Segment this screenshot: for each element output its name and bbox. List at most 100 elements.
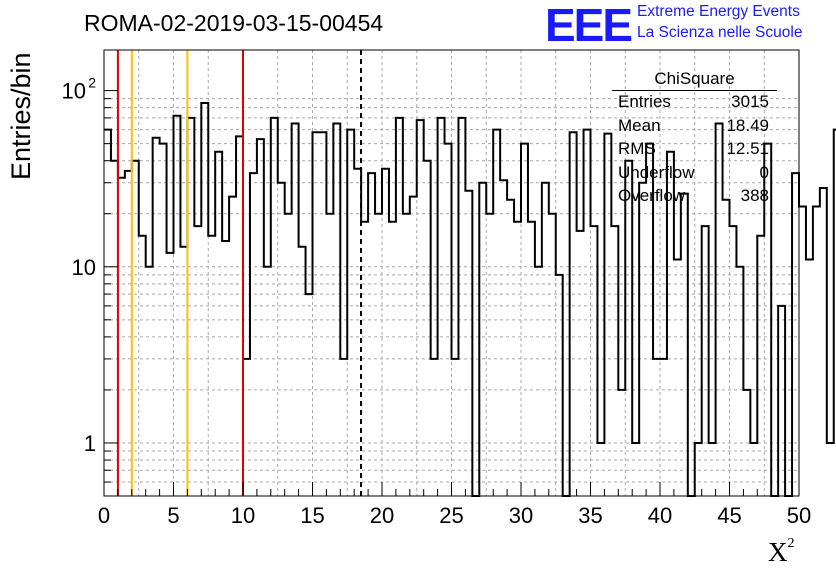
histogram-bin <box>813 206 820 496</box>
x-tick-label: 20 <box>370 503 394 528</box>
histogram-bin <box>577 231 584 496</box>
histogram-bin <box>222 241 229 496</box>
histogram-bin <box>778 306 785 496</box>
stats-value: 388 <box>740 186 769 205</box>
stats-row-overflow: Overflow 388 <box>612 184 777 208</box>
histogram-bin <box>319 132 326 496</box>
histogram-bin <box>278 183 285 496</box>
histogram-bin <box>549 214 556 496</box>
histogram-bin <box>313 132 320 496</box>
logo-line-1: Extreme Energy Events <box>637 3 800 20</box>
histogram-bin <box>326 214 333 496</box>
stats-box: ChiSquare Entries 3015 Mean 18.49 RMS 12… <box>612 68 777 208</box>
logo-line-2: La Scienza nelle Scuole <box>637 24 803 41</box>
x-tick-label: 50 <box>787 503 811 528</box>
histogram-bin <box>125 171 132 496</box>
histogram-bin <box>438 118 445 496</box>
histogram-bin <box>806 259 813 496</box>
histogram-bin <box>723 200 730 496</box>
x-tick-label: 25 <box>439 503 463 528</box>
histogram-bin <box>639 183 646 496</box>
histogram-bin <box>417 120 424 496</box>
x-tick-label: 15 <box>300 503 324 528</box>
histogram-bin <box>264 267 271 496</box>
histogram-bin <box>340 359 347 496</box>
histogram-bin <box>604 134 611 496</box>
histogram-bin <box>333 124 340 496</box>
x-tick-label: 0 <box>98 503 110 528</box>
histogram-bin <box>736 267 743 496</box>
y-tick-label: 10 <box>72 255 96 280</box>
histogram-bin <box>500 180 507 496</box>
histogram-bin <box>382 169 389 496</box>
run-title: ROMA-02-2019-03-15-00454 <box>84 10 384 36</box>
histogram-bin <box>368 173 375 496</box>
histogram-bin <box>542 183 549 496</box>
histogram-bin <box>570 132 577 496</box>
stats-label: Underflow <box>618 162 695 182</box>
stats-label: Overflow <box>618 186 686 205</box>
y-axis-label: Entries/bin <box>6 52 36 180</box>
stats-label: RMS <box>618 139 656 158</box>
histogram-bin <box>493 130 500 496</box>
x-axis-label-text: X <box>768 537 788 567</box>
histogram-bin <box>792 173 799 496</box>
stats-value: 3015 <box>731 92 769 111</box>
stats-row-entries: Entries 3015 <box>612 90 777 114</box>
stats-title: ChiSquare <box>654 69 735 88</box>
histogram-bin <box>215 152 222 496</box>
histogram-bin <box>660 359 667 496</box>
y-tick-label: 10 <box>62 79 86 104</box>
histogram-bin <box>236 136 243 496</box>
histogram-bin <box>827 443 834 496</box>
histogram-bin <box>132 161 139 496</box>
x-axis-label-superscript: 2 <box>787 536 795 551</box>
x-tick-label: 40 <box>648 503 672 528</box>
histogram-bin <box>535 267 542 496</box>
histogram-bin <box>465 191 472 496</box>
histogram-bin <box>625 161 632 496</box>
histogram-bin <box>396 118 403 496</box>
histogram-bin <box>104 130 111 496</box>
histogram-bin <box>799 206 806 496</box>
histogram-bin <box>556 275 563 496</box>
stats-row-mean: Mean 18.49 <box>612 114 777 138</box>
stats-row-rms: RMS 12.51 <box>612 137 777 161</box>
histogram-bin <box>292 124 299 496</box>
histogram-bin <box>347 130 354 496</box>
histogram-bin <box>111 161 118 496</box>
histogram-bin <box>653 359 660 496</box>
stats-label: Mean <box>618 115 661 135</box>
histogram-bin <box>820 188 827 496</box>
y-tick-label-exponent: 2 <box>88 75 96 91</box>
stats-value: 0 <box>759 162 769 182</box>
histogram-bin <box>201 103 208 496</box>
histogram-bin <box>187 118 194 496</box>
x-tick-label: 30 <box>509 503 533 528</box>
stats-row-underflow: Underflow 0 <box>612 161 777 185</box>
stats-value: 18.49 <box>726 115 769 135</box>
x-tick-label: 5 <box>167 503 179 528</box>
histogram-bin <box>452 359 459 496</box>
x-tick-label: 10 <box>231 503 255 528</box>
histogram-outline <box>104 102 836 497</box>
histogram-bin <box>584 130 591 496</box>
histogram-bin <box>271 118 278 496</box>
histogram-bin <box>250 173 257 496</box>
histogram-bin <box>243 359 250 496</box>
histogram-bin <box>146 267 153 496</box>
histogram-bin <box>486 214 493 496</box>
histogram-bin <box>285 214 292 496</box>
histogram-bin <box>306 294 313 496</box>
histogram-bin <box>507 200 514 496</box>
histogram-bin <box>375 214 382 496</box>
x-tick-label: 35 <box>578 503 602 528</box>
x-axis-label: X2 <box>768 536 795 568</box>
histogram-bin <box>403 214 410 496</box>
histogram-bin <box>167 253 174 496</box>
stats-label: Entries <box>618 92 671 111</box>
histogram-bin <box>153 138 160 496</box>
x-tick-label: 45 <box>717 503 741 528</box>
histogram-bin <box>431 359 438 496</box>
